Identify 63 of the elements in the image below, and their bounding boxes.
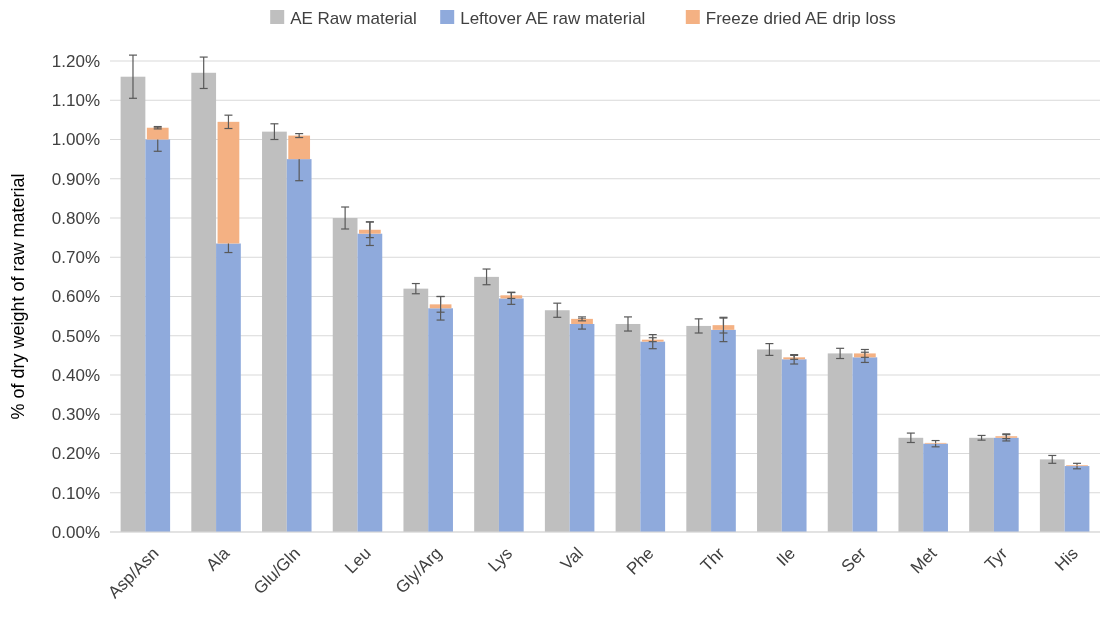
bar — [686, 325, 712, 532]
x-tick-label: Phe — [622, 543, 658, 579]
bar — [1064, 466, 1090, 532]
legend-label: Leftover AE raw material — [460, 8, 646, 28]
x-tick-label: Tyr — [981, 543, 1012, 574]
x-tick-label: Ser — [837, 543, 870, 576]
bar — [474, 276, 499, 532]
bar — [993, 437, 1019, 532]
y-tick-label: 0.80% — [51, 208, 100, 228]
bar — [898, 437, 924, 532]
bar — [781, 359, 807, 532]
bar — [217, 121, 240, 244]
bar — [359, 229, 381, 234]
bar — [852, 357, 878, 532]
bar — [569, 323, 595, 532]
bar — [216, 243, 241, 532]
bar — [191, 72, 217, 532]
y-tick-label: 0.10% — [51, 483, 100, 503]
bar — [145, 139, 171, 532]
x-tick-label: Ala — [202, 543, 234, 575]
x-tick-label: Met — [906, 543, 941, 578]
bar — [640, 341, 666, 532]
y-tick-label: 0.00% — [51, 522, 100, 542]
x-tick-label: Thr — [696, 543, 729, 576]
bar — [712, 325, 735, 330]
x-tick-label: Val — [556, 543, 587, 574]
y-tick-label: 0.20% — [51, 444, 100, 464]
bar — [969, 437, 994, 532]
bar — [357, 233, 383, 532]
y-tick-label: 1.20% — [51, 51, 100, 71]
y-axis-title: % of dry weight of raw material — [8, 173, 28, 420]
bar — [827, 353, 853, 532]
y-tick-label: 0.70% — [51, 248, 100, 268]
bar — [757, 349, 782, 532]
bar — [428, 308, 453, 532]
bar — [120, 76, 146, 532]
x-tick-label: His — [1051, 543, 1082, 575]
x-tick-label: Leu — [341, 543, 375, 578]
bar — [429, 304, 452, 309]
bar — [146, 127, 169, 140]
bar — [288, 135, 311, 160]
legend-label: AE Raw material — [290, 8, 417, 28]
y-tick-label: 1.00% — [51, 130, 100, 150]
y-tick-label: 1.10% — [51, 91, 100, 111]
x-tick-label: Ile — [772, 543, 800, 570]
y-tick-label: 0.40% — [51, 365, 100, 385]
bar — [286, 159, 312, 532]
bar — [498, 298, 524, 532]
bar — [711, 329, 736, 532]
bar — [262, 131, 287, 532]
bar — [923, 443, 948, 532]
x-tick-label: Lys — [484, 543, 517, 576]
y-tick-label: 0.60% — [51, 287, 100, 307]
y-tick-label: 0.30% — [51, 405, 100, 425]
y-tick-label: 0.90% — [51, 169, 100, 189]
legend-label: Freeze dried AE drip loss — [705, 8, 896, 28]
bar — [1039, 459, 1065, 532]
bar — [854, 353, 876, 358]
bar — [332, 218, 358, 532]
y-tick-label: 0.50% — [51, 326, 100, 346]
bar — [615, 323, 641, 532]
bar — [403, 288, 429, 532]
bar — [544, 310, 570, 532]
